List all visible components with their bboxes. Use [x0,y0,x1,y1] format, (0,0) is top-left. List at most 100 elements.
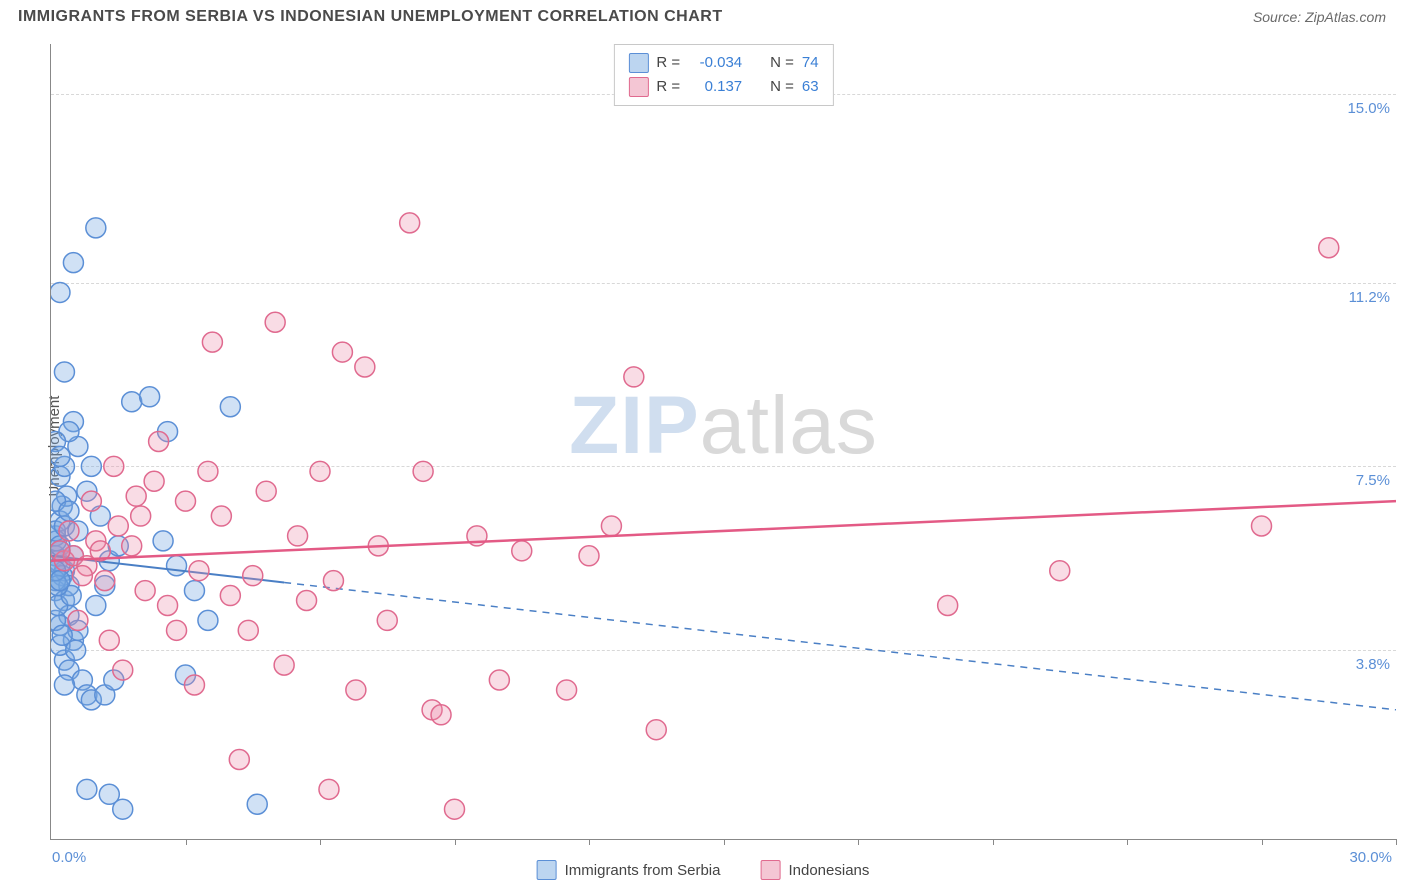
data-point [122,536,142,556]
data-point [126,486,146,506]
data-point [184,675,204,695]
data-point [131,506,151,526]
data-point [323,571,343,591]
data-point [243,566,263,586]
chart-header: IMMIGRANTS FROM SERBIA VS INDONESIAN UNE… [0,0,1406,32]
legend-item: Indonesians [760,860,869,880]
series-swatch [628,53,648,73]
regression-line [51,501,1396,561]
series-legend: Immigrants from Serbia Indonesians [537,860,870,880]
stats-row: R = 0.137N = 63 [628,75,818,99]
correlation-stats-box: R = -0.034N = 74R = 0.137N = 63 [613,44,833,106]
data-point [288,526,308,546]
n-value: 74 [802,51,819,75]
data-point [265,312,285,332]
data-point [310,461,330,481]
data-point [198,461,218,481]
data-point [113,660,133,680]
data-point [624,367,644,387]
data-point [108,516,128,536]
data-point [54,675,74,695]
data-point [1319,238,1339,258]
legend-item: Immigrants from Serbia [537,860,721,880]
data-point [579,546,599,566]
series-swatch [537,860,557,880]
stats-row: R = -0.034N = 74 [628,51,818,75]
x-tick-mark [724,839,725,845]
x-tick-mark [186,839,187,845]
data-point [51,541,70,561]
data-point [297,591,317,611]
data-point [229,750,249,770]
x-tick-mark [589,839,590,845]
data-point [512,541,532,561]
series-swatch [760,860,780,880]
data-point [346,680,366,700]
data-point [68,610,88,630]
data-point [238,620,258,640]
x-tick-mark [1127,839,1128,845]
scatter-svg [51,44,1396,839]
data-point [77,779,97,799]
r-value: 0.137 [688,75,742,99]
data-point [72,566,92,586]
source-credit: Source: ZipAtlas.com [1253,9,1386,25]
data-point [431,705,451,725]
data-point [220,397,240,417]
data-point [158,595,178,615]
x-tick-mark [1262,839,1263,845]
data-point [135,581,155,601]
x-tick-mark [1396,839,1397,845]
data-point [81,456,101,476]
data-point [167,620,187,640]
data-point [377,610,397,630]
data-point [184,581,204,601]
data-point [319,779,339,799]
data-point [1252,516,1272,536]
legend-label: Immigrants from Serbia [565,862,721,879]
legend-label: Indonesians [788,862,869,879]
data-point [220,586,240,606]
x-tick-mark [993,839,994,845]
data-point [86,218,106,238]
data-point [256,481,276,501]
data-point [198,610,218,630]
chart-plot-area: R = -0.034N = 74R = 0.137N = 63 ZIPatlas… [50,44,1396,840]
data-point [601,516,621,536]
data-point [86,595,106,615]
data-point [413,461,433,481]
data-point [274,655,294,675]
data-point [59,521,79,541]
data-point [189,561,209,581]
data-point [332,342,352,362]
data-point [51,571,70,591]
x-tick-mark [455,839,456,845]
data-point [247,794,267,814]
data-point [52,625,72,645]
data-point [445,799,465,819]
chart-title: IMMIGRANTS FROM SERBIA VS INDONESIAN UNE… [18,8,723,26]
data-point [144,471,164,491]
data-point [122,392,142,412]
data-point [202,332,222,352]
data-point [54,362,74,382]
data-point [63,253,83,273]
data-point [167,556,187,576]
data-point [104,456,124,476]
data-point [400,213,420,233]
data-point [557,680,577,700]
x-tick-mark [858,839,859,845]
data-point [646,720,666,740]
data-point [938,595,958,615]
data-point [153,531,173,551]
data-point [99,784,119,804]
data-point [99,630,119,650]
data-point [81,491,101,511]
data-point [211,506,231,526]
data-point [176,491,196,511]
data-point [489,670,509,690]
data-point [95,571,115,591]
data-point [51,446,70,466]
data-point [149,432,169,452]
data-point [140,387,160,407]
